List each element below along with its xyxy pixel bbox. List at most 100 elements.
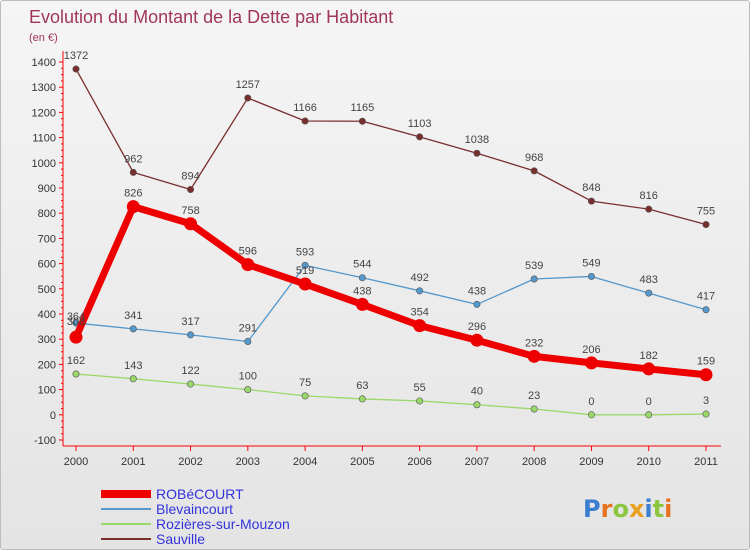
data-label: 962 [124, 153, 142, 165]
data-point [301, 392, 309, 400]
chart-title: Evolution du Montant de la Dette par Hab… [29, 7, 393, 27]
data-point [187, 186, 195, 194]
y-tick-label: 800 [38, 208, 56, 220]
data-point [129, 375, 137, 383]
y-tick-label: 900 [38, 183, 56, 195]
y-tick-label: 1400 [32, 57, 56, 69]
data-point [473, 300, 481, 308]
series-sauville [72, 65, 710, 229]
series-rozi-res-sur-mouzon [72, 370, 710, 419]
y-tick-label: 1000 [32, 158, 56, 170]
data-label: 596 [239, 246, 257, 258]
x-tick-label: 2011 [694, 456, 718, 468]
data-label: 232 [525, 337, 543, 349]
data-point [187, 331, 195, 339]
legend-label: ROBéCOURT [156, 486, 244, 502]
data-point [473, 401, 481, 409]
data-point [358, 117, 366, 125]
data-point [241, 258, 255, 272]
series-line [75, 264, 707, 343]
data-point [358, 274, 366, 282]
x-tick-label: 2000 [64, 456, 88, 468]
x-tick-label: 2003 [236, 456, 260, 468]
y-tick-label: 700 [38, 233, 56, 245]
y-tick-label: 1300 [32, 82, 56, 94]
data-label: 291 [239, 322, 257, 334]
data-label: 182 [640, 350, 658, 362]
y-tick-label: 600 [38, 259, 56, 271]
data-point [645, 205, 653, 213]
data-label: 549 [582, 257, 600, 269]
data-label: 296 [468, 321, 486, 333]
data-label: 1372 [64, 50, 88, 62]
x-tick-label: 2001 [121, 456, 145, 468]
data-label: 848 [582, 182, 600, 194]
y-tick-label: 400 [38, 309, 56, 321]
data-point [470, 333, 484, 347]
data-label: 539 [525, 260, 543, 272]
data-point [473, 149, 481, 157]
x-tick-label: 2008 [522, 456, 546, 468]
y-tick-label: 300 [38, 334, 56, 346]
x-tick-label: 2005 [350, 456, 374, 468]
logo-letter: o [612, 495, 629, 523]
x-tick-label: 2002 [178, 456, 202, 468]
data-point [645, 289, 653, 297]
data-point [702, 410, 710, 418]
data-point [699, 368, 713, 382]
data-label: 1165 [351, 102, 375, 114]
data-label: 758 [181, 205, 199, 217]
data-labels: 308 826 758 596 519 438 354 296 232 206 182 159 364 3… [64, 50, 715, 408]
data-point [355, 297, 369, 311]
y-tick-label: 1100 [32, 133, 56, 145]
data-label: 341 [124, 310, 142, 322]
data-point [587, 272, 595, 280]
data-label: 968 [525, 152, 543, 164]
data-label: 63 [356, 380, 368, 392]
data-point [587, 197, 595, 205]
data-label: 438 [353, 285, 371, 297]
proxiti-logo: Proxiti [583, 495, 672, 523]
logo-letter: x [629, 495, 645, 523]
data-label: 417 [697, 291, 715, 303]
legend-label: Blevaincourt [156, 501, 233, 517]
data-point [530, 405, 538, 413]
logo-letter: P [583, 495, 601, 523]
data-label: 143 [124, 360, 142, 372]
data-label: 492 [410, 272, 428, 284]
data-label: 0 [588, 396, 594, 408]
y-tick-label: 0 [50, 410, 56, 422]
data-label: 519 [296, 265, 314, 277]
series-line [75, 68, 707, 226]
data-label: 1166 [293, 102, 317, 114]
logo-letter: t [653, 495, 664, 523]
data-label: 354 [410, 307, 428, 319]
x-tick-label: 2010 [636, 456, 660, 468]
y-tick-label: -100 [34, 435, 56, 447]
legend-label: Rozières-sur-Mouzon [156, 516, 290, 532]
data-point [72, 65, 80, 73]
data-point [587, 411, 595, 419]
logo-letter: r [601, 495, 613, 523]
data-label: 55 [414, 382, 426, 394]
data-point [416, 397, 424, 405]
data-point [702, 221, 710, 229]
x-tick-label: 2007 [465, 456, 489, 468]
legend: ROBéCOURTBlevaincourtRozières-sur-Mouzon… [101, 486, 290, 547]
data-label: 364 [67, 311, 85, 323]
data-label: 308 [67, 316, 85, 328]
data-point [416, 287, 424, 295]
data-label: 826 [124, 188, 142, 200]
data-point [129, 325, 137, 333]
data-label: 1038 [465, 134, 489, 146]
data-point [702, 306, 710, 314]
data-point [584, 356, 598, 370]
data-point [416, 133, 424, 141]
y-tick-label: 500 [38, 284, 56, 296]
logo-letter: i [664, 495, 672, 523]
data-label: 755 [697, 206, 715, 218]
data-point [642, 362, 656, 376]
x-tick-label: 2004 [293, 456, 317, 468]
